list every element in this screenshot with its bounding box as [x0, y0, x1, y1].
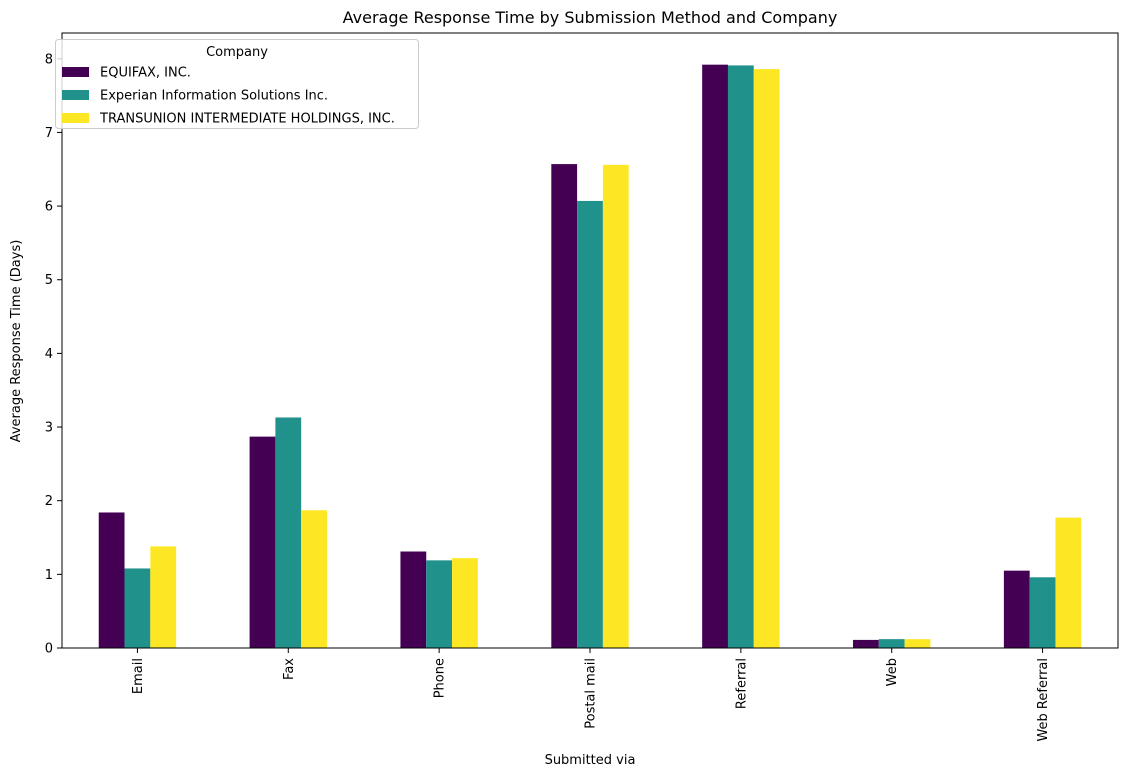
bar-fax-series-2: [275, 417, 302, 648]
bar-referral-series-1: [702, 64, 728, 649]
bar-referral-series-2: [727, 65, 754, 648]
legend-swatch-series-1: [62, 67, 89, 77]
y-tick-label: 6: [45, 200, 53, 215]
x-axis-label: Submitted via: [545, 753, 636, 768]
y-tick-label: 3: [45, 421, 53, 436]
bar-postal-mail-series-3: [602, 164, 629, 648]
x-tick-label: Email: [131, 658, 146, 694]
legend-frame: [55, 39, 419, 129]
legend-label-series-1: EQUIFAX, INC.: [100, 66, 191, 81]
bar-web-referral-series-1: [1003, 570, 1030, 648]
bar-email-series-3: [150, 546, 177, 648]
x-tick-label: Fax: [282, 658, 297, 680]
bar-phone-series-3: [452, 558, 478, 648]
bar-postal-mail-series-1: [551, 164, 578, 648]
legend-swatch-series-2: [62, 90, 89, 100]
y-tick-label: 1: [45, 568, 53, 583]
legend-label-series-3: TRANSUNION INTERMEDIATE HOLDINGS, INC.: [99, 112, 395, 127]
bar-email-series-2: [124, 568, 151, 648]
legend: Company EQUIFAX, INC. Experian Information…: [55, 39, 419, 129]
bar-web-series-3: [904, 639, 931, 648]
x-tick-label: Referral: [734, 658, 749, 709]
bar-web-referral-series-3: [1055, 517, 1082, 648]
bar-fax-series-1: [249, 436, 276, 648]
y-axis-label: Average Response Time (Days): [9, 240, 24, 443]
bar-web-series-1: [853, 639, 879, 648]
legend-title: Company: [206, 45, 268, 60]
bar-web-series-2: [878, 639, 905, 648]
bar-fax-series-3: [301, 510, 327, 648]
y-tick-label: 7: [45, 126, 53, 141]
bar-email-series-1: [98, 512, 125, 648]
chart-title: Average Response Time by Submission Meth…: [343, 8, 838, 27]
y-tick-label: 0: [45, 642, 53, 657]
bar-referral-series-3: [753, 69, 780, 649]
legend-swatch-series-3: [62, 113, 89, 123]
x-tick-label: Phone: [433, 658, 448, 698]
bar-phone-series-2: [426, 560, 453, 648]
bars-layer: [98, 64, 1082, 649]
y-tick-label: 5: [45, 273, 53, 288]
y-tick-label: 2: [45, 494, 53, 509]
bar-web-referral-series-2: [1029, 577, 1056, 648]
x-tick-label: Postal mail: [584, 658, 599, 729]
bar-postal-mail-series-2: [577, 200, 603, 648]
axes-layer: 0 1 2 3 4 5 6 7 8 Email Fax Phone Postal mail Referra…: [45, 32, 1119, 742]
bar-phone-series-1: [400, 551, 427, 648]
y-tick-label: 4: [45, 347, 53, 362]
y-tick-label: 8: [45, 52, 53, 67]
legend-label-series-2: Experian Information Solutions Inc.: [100, 89, 328, 104]
x-tick-label: Web Referral: [1036, 658, 1051, 742]
x-tick-label: Web: [885, 658, 900, 686]
